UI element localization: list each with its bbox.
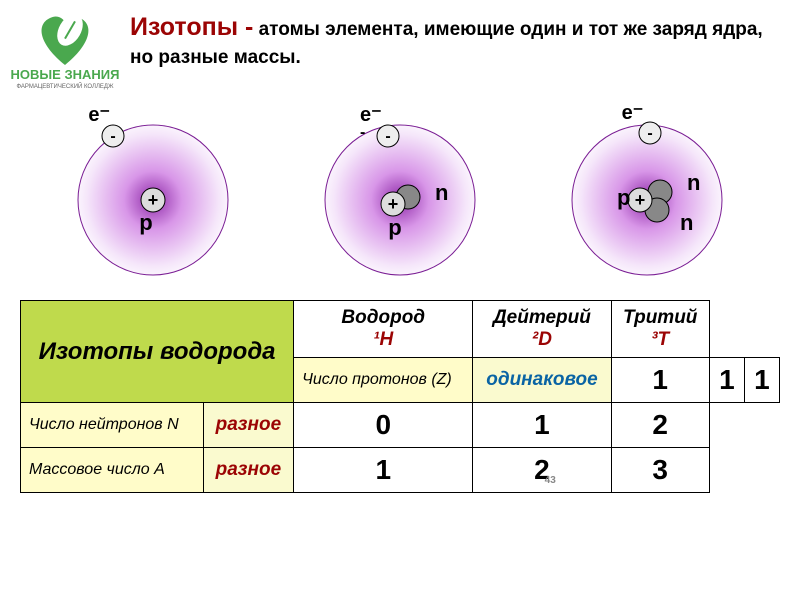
row-qual: разное — [203, 448, 293, 493]
proton-label: p — [617, 185, 630, 210]
svg-text:+: + — [148, 190, 159, 210]
neutron-label: n — [680, 210, 693, 235]
electron-label: e⁻ — [88, 102, 110, 127]
electron-minus: - — [360, 124, 365, 142]
atom-protium: e⁻ - + p — [48, 100, 258, 280]
svg-text:+: + — [388, 194, 399, 214]
electron-label: e⁻ — [622, 100, 644, 125]
table-header-row: Изотопы водорода Водород ¹H Дейтерий ²D … — [21, 301, 780, 358]
cell: 1 — [294, 448, 473, 493]
logo-text: НОВЫЕ ЗНАНИЯ — [11, 68, 120, 82]
atom-svg-deuterium: - + n p — [295, 100, 505, 280]
atom-tritium: e⁻ - + p n n — [542, 100, 752, 280]
atom-svg-tritium: - + p n n — [542, 100, 752, 280]
cell: 1 — [744, 358, 779, 403]
row-qual: разное — [203, 403, 293, 448]
cell: 1 — [473, 403, 611, 448]
page-title: Изотопы - атомы элемента, имеющие один и… — [130, 10, 790, 72]
neutron-label: n — [687, 170, 700, 195]
cell: 3 — [611, 448, 709, 493]
svg-text:+: + — [634, 190, 645, 210]
cell: 2 — [611, 403, 709, 448]
table-row: Число нейтронов N разное 0 1 2 — [21, 403, 780, 448]
svg-text:-: - — [385, 128, 390, 145]
logo-subtitle: ФАРМАЦЕВТИЧЕСКИЙ КОЛЛЕДЖ — [16, 84, 113, 90]
cell: 2 43 — [473, 448, 611, 493]
proton-label: p — [388, 215, 401, 240]
row-qual: одинаковое — [473, 358, 611, 403]
logo: НОВЫЕ ЗНАНИЯ ФАРМАЦЕВТИЧЕСКИЙ КОЛЛЕДЖ — [10, 10, 120, 90]
cell: 0 — [294, 403, 473, 448]
slide-number: 43 — [545, 475, 556, 486]
col-hydrogen: Водород ¹H — [294, 301, 473, 358]
table-title-cell: Изотопы водорода — [21, 301, 294, 403]
atom-deuterium: e⁻ - - + n p — [295, 100, 505, 280]
isotope-table: Изотопы водорода Водород ¹H Дейтерий ²D … — [20, 300, 780, 493]
cell: 1 — [611, 358, 709, 403]
col-tritium: Тритий ³T — [611, 301, 709, 358]
cell: 1 — [709, 358, 744, 403]
svg-text:-: - — [647, 125, 652, 142]
col-deuterium: Дейтерий ²D — [473, 301, 611, 358]
table-row: Массовое число А разное 1 2 43 3 — [21, 448, 780, 493]
row-label-neutrons: Число нейтронов N — [21, 403, 204, 448]
atom-diagrams-row: e⁻ - + p e⁻ - — [10, 100, 790, 280]
svg-text:-: - — [111, 128, 116, 145]
proton-label: p — [140, 210, 153, 235]
row-label-protons: Число протонов (Z) — [294, 358, 473, 403]
neutron-label: n — [435, 180, 448, 205]
row-label-mass: Массовое число А — [21, 448, 204, 493]
title-keyword: Изотопы - — [130, 13, 253, 41]
heart-logo-icon — [30, 10, 100, 70]
atom-svg-protium: - + p — [48, 100, 258, 280]
